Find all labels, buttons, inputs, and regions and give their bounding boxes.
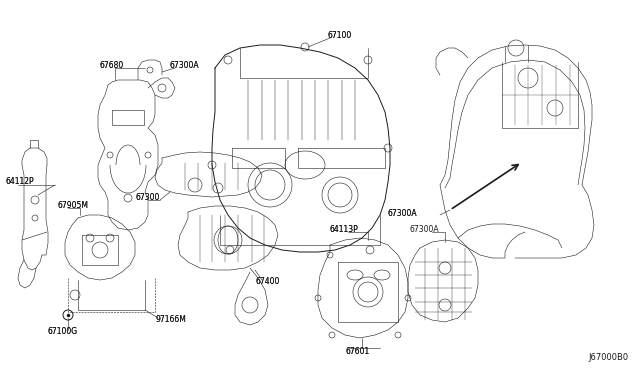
Text: 64113P: 64113P — [330, 224, 359, 234]
Text: 67680: 67680 — [100, 61, 124, 70]
Text: 67100: 67100 — [328, 31, 352, 39]
Text: 67400: 67400 — [255, 278, 280, 286]
Text: 67100G: 67100G — [48, 327, 78, 337]
Text: 67100: 67100 — [328, 31, 352, 39]
Text: 67300A: 67300A — [388, 208, 418, 218]
Text: J67000B0: J67000B0 — [588, 353, 628, 362]
Text: 67300: 67300 — [135, 193, 159, 202]
Text: 97166M: 97166M — [155, 315, 186, 324]
Text: 67400: 67400 — [255, 278, 280, 286]
Text: 64112P: 64112P — [5, 177, 34, 186]
Text: 67905M: 67905M — [58, 201, 89, 209]
Text: 67601: 67601 — [345, 347, 369, 356]
Text: 67300A: 67300A — [388, 208, 418, 218]
Text: 67680: 67680 — [100, 61, 124, 70]
Text: 67300A: 67300A — [170, 61, 200, 70]
Text: 97166M: 97166M — [155, 315, 186, 324]
Text: 67905M: 67905M — [58, 201, 89, 209]
Text: 64112P: 64112P — [5, 177, 34, 186]
Text: 67300A: 67300A — [410, 225, 440, 234]
Text: 67300A: 67300A — [170, 61, 200, 70]
Text: 67300: 67300 — [135, 193, 159, 202]
Text: 67601: 67601 — [345, 347, 369, 356]
Text: 64113P: 64113P — [330, 224, 359, 234]
Text: 67100G: 67100G — [48, 327, 78, 337]
